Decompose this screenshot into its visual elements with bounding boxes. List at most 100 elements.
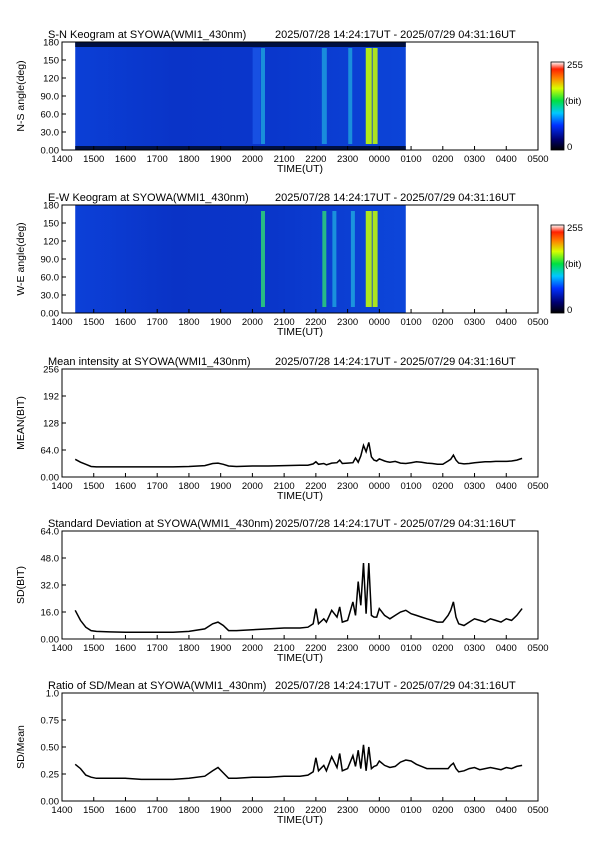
y-tick-label: 0.00 (41, 797, 60, 808)
x-axis-label: TIME(UT) (277, 652, 323, 664)
y-tick-label: 0.50 (41, 743, 60, 754)
x-tick-label: 0200 (432, 317, 453, 328)
x-tick-label: 0400 (496, 643, 517, 654)
panel-period: 2025/07/28 14:24:17UT - 2025/07/29 04:31… (275, 680, 516, 692)
panel-title: Mean intensity at SYOWA(WMI1_430nm) (48, 356, 251, 368)
y-tick-label: 128 (43, 419, 59, 430)
heatmap-field (75, 42, 406, 150)
x-tick-label: 1900 (210, 317, 231, 328)
x-tick-label: 1600 (115, 154, 136, 165)
heatmap-feature (372, 211, 378, 307)
x-tick-label: 0400 (496, 481, 517, 492)
x-tick-label: 1600 (115, 805, 136, 816)
x-tick-label: 0500 (527, 481, 548, 492)
x-tick-label: 1900 (210, 481, 231, 492)
x-tick-label: 1800 (178, 154, 199, 165)
x-tick-label: 2000 (242, 317, 263, 328)
x-tick-label: 0400 (496, 805, 517, 816)
x-tick-label: 0000 (369, 643, 390, 654)
y-tick-label: 30.0 (41, 291, 60, 302)
plot-area (62, 369, 538, 477)
x-axis-label: TIME(UT) (277, 326, 323, 338)
x-tick-label: 2300 (337, 805, 358, 816)
x-tick-label: 0200 (432, 154, 453, 165)
colorbar-min-label: 0 (567, 305, 572, 316)
y-tick-label: 48.0 (41, 554, 60, 565)
y-tick-label: 180 (43, 201, 59, 212)
panel-2: E-W Keogram at SYOWA(WMI1_430nm) 2025/07/… (15, 192, 583, 338)
colorbar-unit-label: (bit) (565, 259, 581, 270)
heatmap-edge-bottom (75, 146, 406, 150)
x-tick-label: 0100 (400, 481, 421, 492)
y-axis-label: MEAN(BIT) (15, 396, 27, 450)
y-tick-label: 0.00 (41, 146, 60, 157)
x-tick-label: 0100 (400, 643, 421, 654)
x-tick-label: 2000 (242, 481, 263, 492)
x-tick-label: 2000 (242, 154, 263, 165)
heatmap-feature (252, 48, 261, 144)
x-tick-label: 2000 (242, 805, 263, 816)
x-tick-label: 0100 (400, 805, 421, 816)
x-tick-label: 1700 (147, 154, 168, 165)
x-tick-label: 1500 (83, 481, 104, 492)
x-tick-label: 2300 (337, 317, 358, 328)
x-tick-label: 2000 (242, 643, 263, 654)
x-tick-label: 0300 (464, 317, 485, 328)
x-tick-label: 2300 (337, 481, 358, 492)
y-tick-label: 0.00 (41, 635, 60, 646)
x-tick-label: 1500 (83, 643, 104, 654)
x-tick-label: 0000 (369, 805, 390, 816)
x-tick-label: 2100 (274, 317, 295, 328)
x-tick-label: 2200 (305, 317, 326, 328)
heatmap-feature (322, 211, 327, 307)
series-line (74, 442, 523, 468)
x-tick-label: 2100 (274, 481, 295, 492)
x-tick-label: 0300 (464, 154, 485, 165)
heatmap-feature (365, 211, 372, 307)
x-axis-label: TIME(UT) (277, 163, 323, 175)
heatmap-feature (365, 48, 372, 144)
series-line (74, 744, 523, 781)
panel-period: 2025/07/28 14:24:17UT - 2025/07/29 04:31… (275, 356, 516, 368)
y-tick-label: 16.0 (41, 608, 60, 619)
y-tick-label: 64.0 (41, 527, 60, 538)
x-tick-label: 1400 (51, 317, 72, 328)
colorbar-unit-label: (bit) (565, 96, 581, 107)
panel-title: S-N Keogram at SYOWA(WMI1_430nm) (48, 29, 246, 41)
x-tick-label: 2200 (305, 643, 326, 654)
colorbar-min-label: 0 (567, 142, 572, 153)
panel-title: Ratio of SD/Mean at SYOWA(WMI1_430nm) (48, 680, 266, 692)
x-tick-label: 0200 (432, 481, 453, 492)
x-tick-label: 1600 (115, 481, 136, 492)
x-tick-label: 0100 (400, 317, 421, 328)
heatmap-edge-top (75, 42, 406, 47)
colorbar-max-label: 255 (567, 60, 583, 71)
y-tick-label: 180 (43, 38, 59, 49)
y-tick-label: 0.75 (41, 716, 60, 727)
x-tick-label: 0200 (432, 643, 453, 654)
heatmap-feature (372, 48, 378, 144)
y-tick-label: 1.0 (46, 689, 59, 700)
x-tick-label: 1800 (178, 643, 199, 654)
x-tick-label: 1400 (51, 805, 72, 816)
heatmap-field (75, 205, 406, 313)
x-tick-label: 1600 (115, 317, 136, 328)
x-tick-label: 1400 (51, 643, 72, 654)
y-axis-label: N-S angle(deg) (15, 60, 27, 131)
x-tick-label: 1800 (178, 317, 199, 328)
y-tick-label: 150 (43, 219, 59, 230)
panel-title: Standard Deviation at SYOWA(WMI1_430nm) (48, 518, 273, 530)
x-tick-label: 0100 (400, 154, 421, 165)
x-axis-label: TIME(UT) (277, 490, 323, 502)
x-tick-label: 1900 (210, 805, 231, 816)
plot-area (62, 531, 538, 639)
x-tick-label: 0500 (527, 805, 548, 816)
x-tick-label: 1900 (210, 643, 231, 654)
x-tick-label: 2200 (305, 805, 326, 816)
colorbar (550, 224, 565, 314)
x-tick-label: 0500 (527, 154, 548, 165)
series-line (74, 563, 523, 634)
x-tick-label: 0400 (496, 317, 517, 328)
x-tick-label: 2200 (305, 481, 326, 492)
